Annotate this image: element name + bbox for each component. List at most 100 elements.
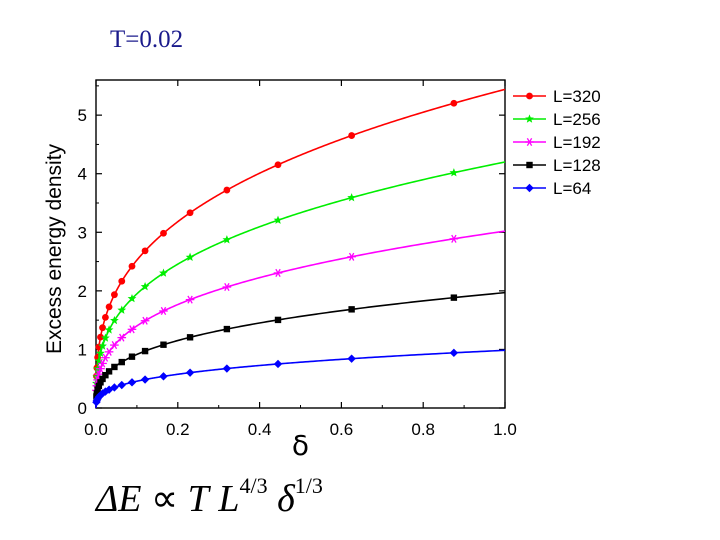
data-point bbox=[274, 316, 282, 324]
formula-delta-exponent: 1/3 bbox=[294, 473, 323, 499]
x-tick-label: 0.6 bbox=[330, 420, 354, 439]
legend-label: L=64 bbox=[553, 179, 591, 198]
series-line bbox=[95, 230, 506, 408]
formula-l-exponent: 4/3 bbox=[239, 473, 268, 499]
chart-curves bbox=[92, 88, 506, 408]
legend-marker bbox=[525, 114, 534, 123]
data-point bbox=[140, 375, 150, 384]
data-point bbox=[222, 282, 232, 292]
x-tick-label: 0.0 bbox=[84, 420, 108, 439]
data-point bbox=[185, 295, 195, 304]
x-tick-label: 0.8 bbox=[411, 420, 435, 439]
data-point bbox=[95, 382, 103, 390]
data-point bbox=[98, 389, 107, 398]
formula-t: T bbox=[187, 478, 209, 520]
data-point bbox=[117, 305, 127, 314]
x-tick-label: 0.2 bbox=[166, 420, 190, 439]
series-line bbox=[95, 88, 506, 408]
data-point bbox=[223, 186, 231, 194]
chart-legend: L=320 L=256 L=192 L=128 L=64 bbox=[513, 87, 601, 198]
data-point bbox=[159, 372, 168, 381]
data-point bbox=[117, 333, 127, 342]
data-point bbox=[105, 303, 113, 311]
data-point bbox=[111, 291, 118, 299]
y-tick-label: 4 bbox=[78, 165, 87, 184]
data-point bbox=[348, 306, 355, 313]
data-point bbox=[93, 390, 101, 397]
formula-delta-e: ΔE bbox=[96, 478, 142, 520]
legend-marker bbox=[526, 161, 533, 169]
data-point bbox=[223, 325, 231, 333]
series-l192 bbox=[92, 230, 506, 408]
legend-entry: L=320 bbox=[513, 87, 601, 106]
data-point bbox=[117, 380, 126, 390]
x-tick-label: 1.0 bbox=[493, 420, 517, 439]
data-point bbox=[449, 234, 459, 243]
x-tick-label: 0.4 bbox=[248, 420, 272, 439]
chart-axes: 0.0 0.2 0.4 0.6 0.8 1.0 0 1 2 3 4 5 δ Excess energy d… bbox=[43, 79, 517, 462]
data-point bbox=[94, 386, 101, 393]
data-point bbox=[97, 379, 104, 386]
data-point bbox=[273, 268, 283, 278]
data-point bbox=[222, 364, 232, 373]
data-point bbox=[96, 364, 105, 373]
legend-entry: L=128 bbox=[513, 156, 601, 175]
data-point bbox=[102, 313, 109, 321]
legend-marker bbox=[525, 183, 534, 193]
series-l128 bbox=[93, 291, 506, 408]
data-point bbox=[273, 215, 283, 224]
data-point bbox=[101, 387, 110, 396]
data-point bbox=[273, 359, 283, 369]
data-point bbox=[127, 378, 137, 387]
data-point bbox=[185, 368, 195, 377]
data-point bbox=[347, 354, 356, 363]
data-point bbox=[99, 375, 106, 383]
legend-label: L=256 bbox=[553, 110, 601, 129]
data-point bbox=[449, 348, 459, 358]
data-point bbox=[160, 341, 167, 348]
series-line bbox=[95, 349, 506, 408]
data-point bbox=[96, 348, 105, 358]
legend-marker bbox=[526, 92, 533, 100]
data-point bbox=[110, 315, 119, 325]
legend-label: L=320 bbox=[553, 87, 601, 106]
data-point bbox=[140, 316, 150, 325]
data-point bbox=[159, 306, 168, 316]
formula-proportional: ∝ bbox=[151, 478, 179, 520]
data-point bbox=[118, 277, 126, 285]
legend-entry: L=64 bbox=[513, 179, 591, 198]
data-point bbox=[105, 368, 113, 375]
y-tick-label: 1 bbox=[78, 340, 87, 359]
legend-marker bbox=[525, 137, 534, 147]
y-axis-title: Excess energy density bbox=[43, 143, 66, 354]
series-l256 bbox=[92, 161, 506, 408]
formula-delta: δ bbox=[277, 478, 295, 520]
data-point bbox=[128, 353, 136, 360]
data-point bbox=[127, 293, 137, 303]
data-point bbox=[347, 252, 356, 261]
scaling-formula: ΔE ∝ T L4/3 δ1/3 bbox=[96, 473, 323, 521]
data-point bbox=[141, 347, 149, 355]
data-point bbox=[111, 363, 118, 371]
data-point bbox=[118, 358, 125, 366]
data-point bbox=[185, 252, 195, 261]
data-point bbox=[186, 209, 194, 217]
series-line bbox=[95, 161, 506, 408]
data-point bbox=[101, 333, 110, 342]
data-point bbox=[449, 168, 459, 177]
data-point bbox=[98, 341, 107, 350]
legend-label: L=192 bbox=[553, 133, 601, 152]
series-line bbox=[95, 291, 506, 408]
data-point bbox=[274, 161, 282, 169]
data-point bbox=[104, 347, 114, 356]
legend-entry: L=192 bbox=[513, 133, 601, 152]
y-tick-label: 3 bbox=[78, 223, 87, 242]
data-point bbox=[104, 325, 114, 334]
legend-entry: L=256 bbox=[513, 110, 601, 129]
data-point bbox=[94, 356, 104, 365]
data-point bbox=[141, 247, 149, 255]
x-axis-title: δ bbox=[292, 429, 309, 462]
data-point bbox=[99, 324, 106, 332]
data-point bbox=[160, 229, 167, 237]
